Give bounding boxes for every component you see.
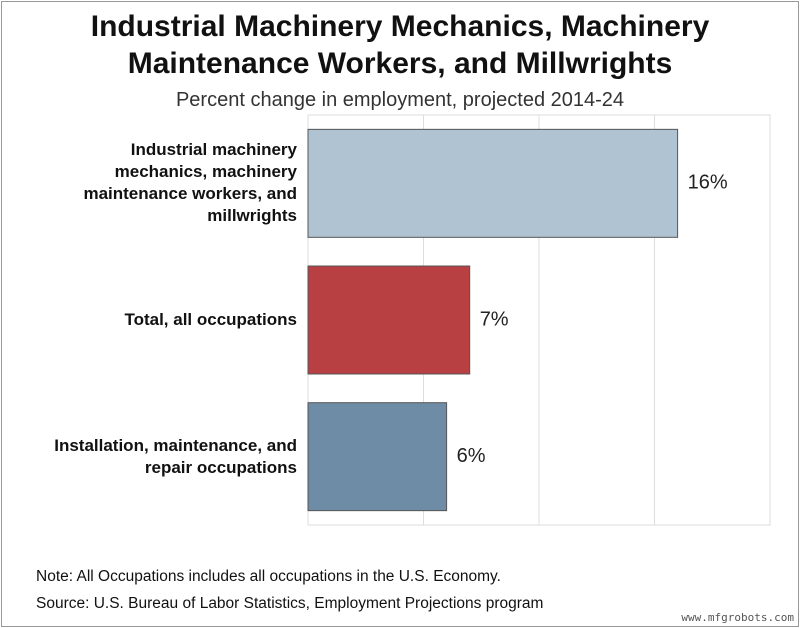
value-label: 7%: [480, 308, 509, 330]
value-label: 6%: [457, 445, 486, 467]
category-label: Industrial machinery mechanics, machiner…: [83, 140, 297, 226]
chart-title: Industrial Machinery Mechanics, Machiner…: [90, 10, 710, 80]
category-label: Installation, maintenance, and repair oc…: [54, 435, 297, 477]
category-label: Total, all occupations: [124, 310, 297, 329]
value-label: 16%: [688, 172, 728, 194]
note: Note: All Occupations includes all occup…: [36, 568, 501, 585]
source: Source: U.S. Bureau of Labor Statistics,…: [36, 595, 544, 612]
watermark: www.mfgrobots.com: [681, 611, 794, 624]
bar: [307, 402, 448, 512]
bar: [307, 128, 679, 238]
bar: [307, 265, 471, 375]
chart-subtitle: Percent change in employment, projected …: [175, 89, 625, 111]
